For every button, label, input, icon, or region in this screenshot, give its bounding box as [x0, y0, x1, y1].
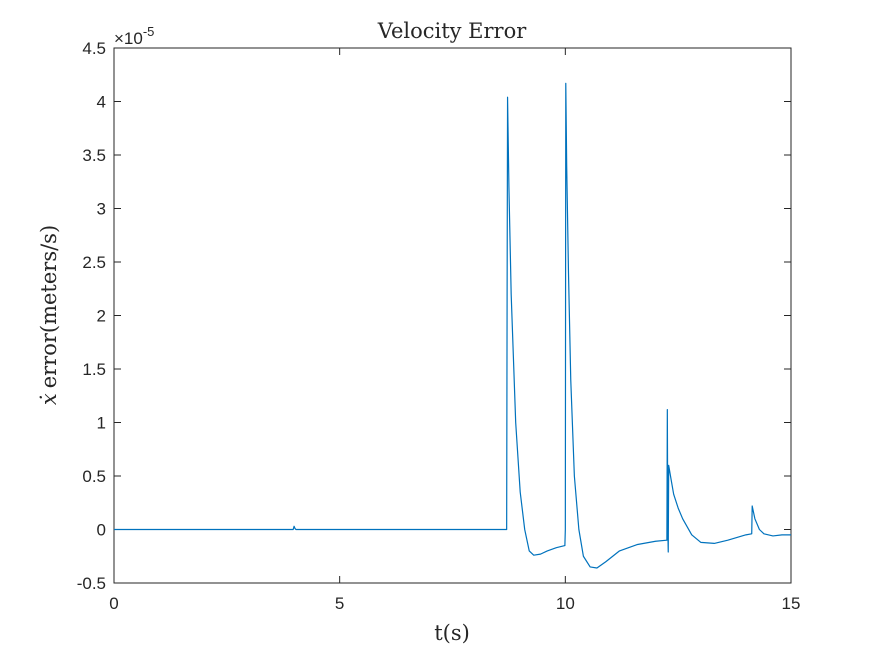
x-tick-label: 10 — [556, 594, 575, 613]
chart-title: Velocity Error — [377, 19, 528, 43]
y-exponent-label: ×10-5 — [114, 24, 154, 48]
y-tick-label: 2 — [97, 307, 106, 326]
y-axis-label-text: error(meters/s) — [37, 225, 61, 388]
x-axis-ticks: 0 5 10 15 — [109, 48, 800, 613]
y-tick-label: 0.5 — [82, 467, 106, 486]
y-axis-label: ẋ error(meters/s) — [37, 225, 61, 405]
y-tick-label: 0 — [97, 521, 106, 540]
y-tick-label: -0.5 — [77, 574, 106, 593]
axes-box — [113, 47, 792, 584]
y-tick-label: 3.5 — [82, 146, 106, 165]
y-tick-label: 2.5 — [82, 253, 106, 272]
y-axis-label-symbol: ẋ — [37, 393, 61, 405]
y-exponent-base: ×10 — [114, 29, 143, 48]
y-axis-label-group: ẋ error(meters/s) — [37, 225, 61, 405]
y-tick-label: 1.5 — [82, 360, 106, 379]
y-exponent-power: -5 — [143, 24, 155, 39]
x-tick-label: 0 — [109, 594, 118, 613]
y-axis-ticks: -0.5 0 0.5 1 1.5 2 2.5 3 3.5 4 4.5 — [77, 39, 791, 593]
y-tick-label: 4 — [97, 93, 106, 112]
y-tick-label: 4.5 — [82, 39, 106, 58]
y-tick-label: 1 — [97, 414, 106, 433]
y-tick-label: 3 — [97, 200, 106, 219]
x-tick-label: 5 — [335, 594, 344, 613]
x-tick-label: 15 — [782, 594, 801, 613]
series-line-velocity-error — [114, 82, 791, 569]
x-axis-label: t(s) — [434, 621, 470, 645]
